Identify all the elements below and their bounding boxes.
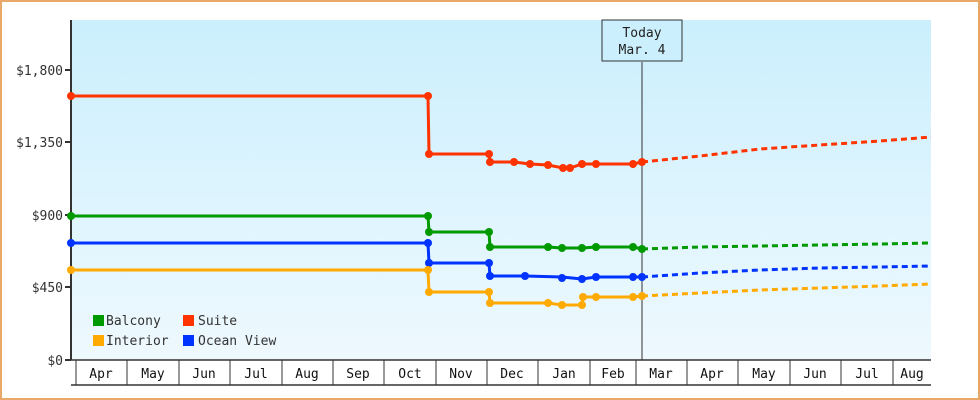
y-tick-label-1350: $1,350 — [16, 136, 63, 151]
legend-label-interior: Interior — [106, 334, 169, 349]
today-box — [601, 19, 683, 62]
month-label: Aug — [295, 367, 318, 382]
today-date: Mar. 4 — [619, 43, 666, 58]
series-suite — [67, 92, 932, 172]
month-label: Jun — [192, 367, 215, 382]
month-label: Jul — [244, 367, 267, 382]
month-label: Jul — [855, 367, 878, 382]
series-interior — [67, 266, 932, 309]
legend-label-suite: Suite — [198, 314, 237, 329]
y-tick-label-450: $450 — [32, 281, 63, 296]
legend-label-balcony: Balcony — [106, 314, 161, 329]
month-label: Feb — [601, 367, 625, 382]
month-label: Apr — [700, 367, 724, 382]
y-tick-label-0: $0 — [47, 354, 63, 369]
month-label: Jan — [552, 367, 575, 382]
x-axis: Apr May Jun Jul Aug Sep Oct Nov Dec Jan … — [71, 359, 931, 386]
month-label: Nov — [449, 367, 473, 382]
legend-swatch-balcony — [93, 315, 104, 326]
series-ocean-view — [67, 239, 932, 283]
legend-swatch-ocean-view — [183, 335, 194, 346]
month-label: May — [752, 367, 776, 382]
month-label: Apr — [89, 367, 113, 382]
month-label: Jun — [803, 367, 826, 382]
legend-swatch-interior — [93, 335, 104, 346]
y-tick-label-1800: $1,800 — [16, 64, 63, 79]
y-tick-label-900: $900 — [32, 209, 63, 224]
month-label: May — [141, 367, 165, 382]
month-label: Oct — [398, 367, 421, 382]
legend: Balcony Suite Interior Ocean View — [93, 314, 276, 349]
legend-label-ocean-view: Ocean View — [198, 334, 276, 349]
month-label: Dec — [500, 367, 523, 382]
today-label: Today — [622, 26, 661, 41]
legend-swatch-suite — [183, 315, 194, 326]
month-label: Aug — [900, 367, 923, 382]
month-label: Sep — [346, 367, 370, 382]
plot-area — [71, 20, 931, 360]
series-balcony — [67, 212, 932, 253]
month-label: Mar — [649, 367, 673, 382]
